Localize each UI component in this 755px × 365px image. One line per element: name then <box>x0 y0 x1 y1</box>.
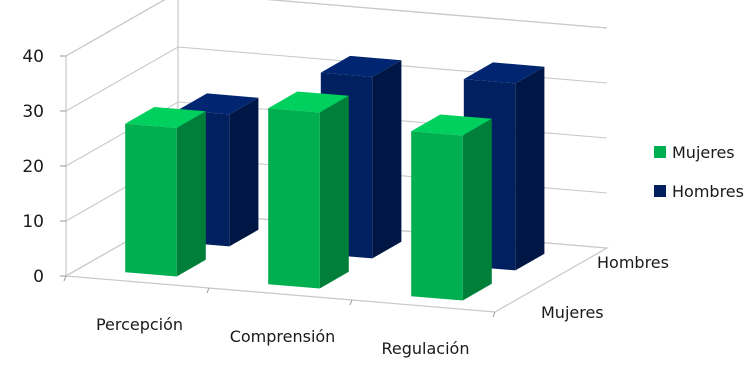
legend-swatch <box>654 146 666 158</box>
legend: Mujeres Hombres <box>654 143 744 201</box>
bar-mujeres-2 <box>411 114 492 301</box>
bar-top-face <box>463 62 545 84</box>
x-tick-mark <box>206 287 210 294</box>
legend-swatch <box>654 185 666 197</box>
y-tick-label: 20 <box>22 157 44 177</box>
depth-label: Mujeres <box>541 303 604 322</box>
x-category-label: Percepción <box>96 315 183 334</box>
bar-front-face <box>125 123 177 277</box>
bar-top-face <box>177 93 259 115</box>
y-tick-label: 40 <box>22 47 44 67</box>
bar-top-face <box>320 55 402 77</box>
bar-side-face <box>372 60 402 259</box>
bar-side-face <box>176 111 206 277</box>
x-category-label: Regulación <box>382 339 470 358</box>
y-tick-label: 0 <box>33 267 44 287</box>
bar-side-face <box>515 66 545 271</box>
bar-front-face <box>411 131 463 301</box>
bar-side-face <box>229 97 259 247</box>
depth-axis-labels: Hombres Mujeres <box>541 253 669 322</box>
gridline <box>65 0 608 57</box>
depth-label: Hombres <box>597 253 669 272</box>
x-tick-mark <box>492 311 496 318</box>
bar-side-face <box>319 95 349 289</box>
y-tick-label: 10 <box>22 212 44 232</box>
x-axis-categories: Percepción Comprensión Regulación <box>96 315 470 358</box>
bar-mujeres-0 <box>125 107 206 277</box>
bar-side-face <box>462 118 492 301</box>
y-tick-label: 30 <box>22 102 44 122</box>
legend-label: Hombres <box>672 182 744 201</box>
bar-front-face <box>268 108 320 289</box>
x-category-label: Comprensión <box>230 327 336 346</box>
x-tick-mark <box>63 275 67 282</box>
y-axis-ticks: 0 10 20 30 40 <box>22 47 496 318</box>
bars <box>125 55 545 301</box>
legend-label: Mujeres <box>672 143 735 162</box>
bar-mujeres-1 <box>268 91 349 289</box>
bar-top-face <box>125 107 206 128</box>
bar-top-face <box>268 91 349 113</box>
gridline <box>65 46 608 112</box>
bar-top-face <box>411 114 492 136</box>
top-wall-edge <box>65 0 608 57</box>
x-tick-mark <box>349 299 353 306</box>
